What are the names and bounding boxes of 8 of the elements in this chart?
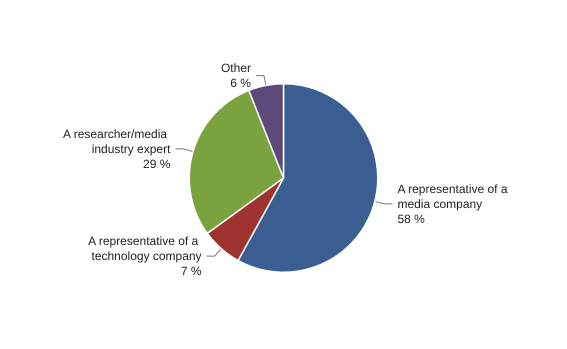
slice-label: A researcher/media industry expert (63, 126, 172, 156)
data-label: 6 % (230, 76, 252, 90)
slice-label: A representative of a media company (397, 182, 511, 211)
data-label: 58 % (397, 212, 426, 226)
slice-label: A representative of a technology company (88, 234, 202, 264)
data-label: 7 % (180, 264, 202, 278)
slice-label: Other (220, 61, 251, 76)
data-label: 29 % (143, 156, 171, 171)
